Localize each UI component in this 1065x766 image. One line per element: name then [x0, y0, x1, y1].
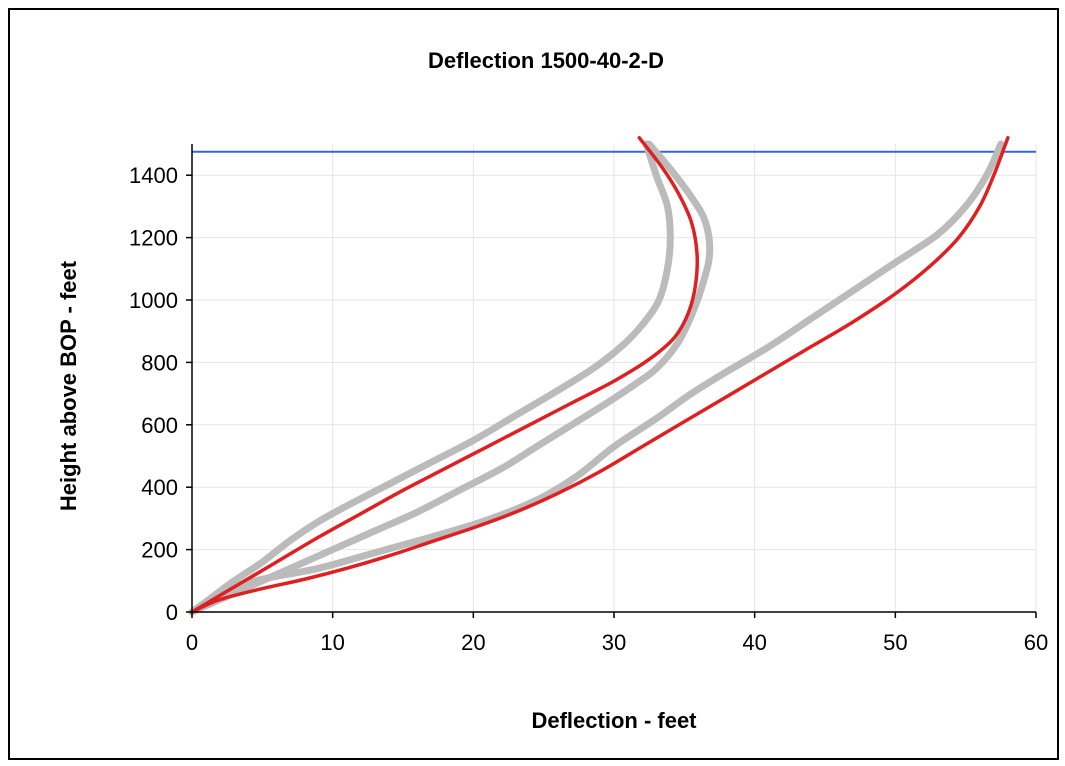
chart-title: Deflection 1500-40-2-D — [428, 48, 664, 73]
x-tick-label: 20 — [461, 630, 485, 655]
x-tick-labels: 0 10 20 30 40 50 60 — [186, 630, 1048, 655]
x-tick-label: 60 — [1024, 630, 1048, 655]
x-tick-label: 0 — [186, 630, 198, 655]
envelope-line-2 — [188, 140, 714, 616]
deflection-line-5 — [190, 136, 1010, 614]
axes — [186, 144, 1037, 618]
envelope-line-3 — [188, 140, 1005, 616]
grid — [192, 144, 1037, 612]
envelope-line-1 — [188, 140, 674, 616]
x-tick-label: 30 — [602, 630, 626, 655]
x-tick-label: 40 — [742, 630, 766, 655]
y-axis-label: Height above BOP - feet — [56, 260, 81, 511]
y-tick-label: 400 — [141, 475, 178, 500]
y-tick-label: 1400 — [129, 163, 178, 188]
y-tick-label: 200 — [141, 538, 178, 563]
chart-frame — [8, 8, 1059, 760]
y-tick-label: 800 — [141, 350, 178, 375]
x-tick-label: 10 — [320, 630, 344, 655]
x-axis-label: Deflection - feet — [531, 708, 697, 733]
y-tick-labels: 0 200 400 600 800 1000 1200 1400 — [129, 163, 178, 625]
y-tick-label: 1000 — [129, 288, 178, 313]
y-tick-label: 0 — [166, 600, 178, 625]
series-layer — [188, 136, 1010, 616]
y-tick-label: 1200 — [129, 226, 178, 251]
y-tick-label: 600 — [141, 413, 178, 438]
deflection-line-4 — [190, 136, 700, 614]
x-tick-label: 50 — [883, 630, 907, 655]
